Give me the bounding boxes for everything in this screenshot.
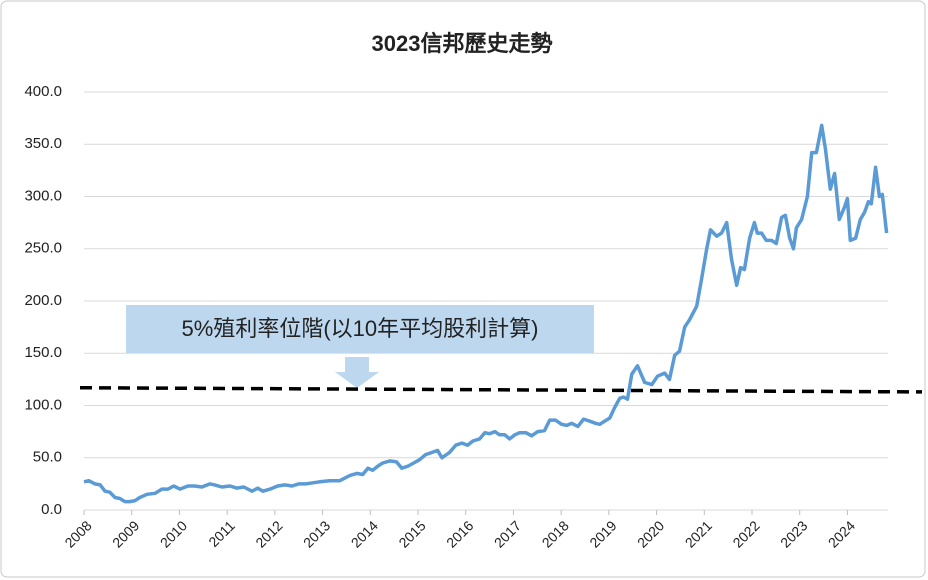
y-tick-label: 350.0 — [24, 135, 62, 152]
price-line — [83, 123, 889, 504]
y-tick-label: 100.0 — [24, 396, 62, 413]
annotation-label: 5%殖利率位階(以10年平均股利計算) — [182, 316, 539, 341]
annotation-arrow — [335, 357, 379, 388]
y-tick-label: 150.0 — [24, 344, 62, 361]
y-tick-label: 400.0 — [24, 83, 62, 100]
y-tick-label: 300.0 — [24, 187, 62, 204]
y-tick-label: 50.0 — [33, 449, 62, 466]
reference-line — [79, 385, 923, 394]
y-tick-label: 0.0 — [41, 501, 62, 518]
chart-title: 3023信邦歷史走勢 — [372, 31, 553, 56]
annotation-box — [126, 305, 594, 353]
y-tick-label: 250.0 — [24, 240, 62, 257]
y-tick-label: 200.0 — [24, 292, 62, 309]
